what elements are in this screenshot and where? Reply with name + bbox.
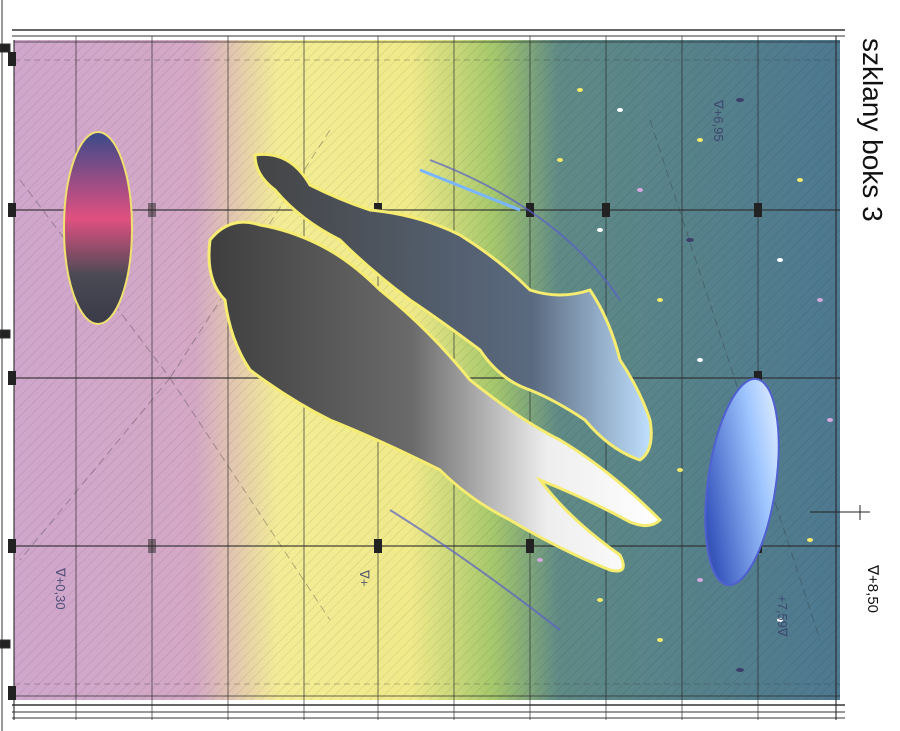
level-triangle-icon: ∇ [53,568,68,577]
elevation-value: +0,30 [53,576,68,610]
right-ellipse [704,377,780,587]
elevation-marker-lines [810,505,870,520]
drawing-title: szklany boks 3 [857,38,888,222]
swoosh-lines [389,159,621,631]
elevation-value: +8,50 [864,575,881,614]
sheet-frame [0,0,845,731]
human-figure [207,152,663,573]
level-triangle-icon: ∇ [775,627,790,637]
elevation-label-right: ∇+8,50 [864,565,882,613]
elevation-label-lower-right: +7,59∇ [774,595,790,637]
level-triangle-icon: ∇ [864,565,881,576]
elevation-label-bottom-left: ∇+0,30 [52,568,68,610]
elevation-value: + [357,578,372,587]
elevation-value: +6,95 [711,108,726,142]
elevation-label-upper: ∇+6,95 [710,100,726,142]
left-ellipse [63,131,133,325]
level-triangle-icon: ∇ [711,100,726,109]
elevation-label-partial: ∇+ [356,570,372,586]
elevation-value: +7,59 [775,595,790,628]
level-triangle-icon: ∇ [357,570,372,579]
